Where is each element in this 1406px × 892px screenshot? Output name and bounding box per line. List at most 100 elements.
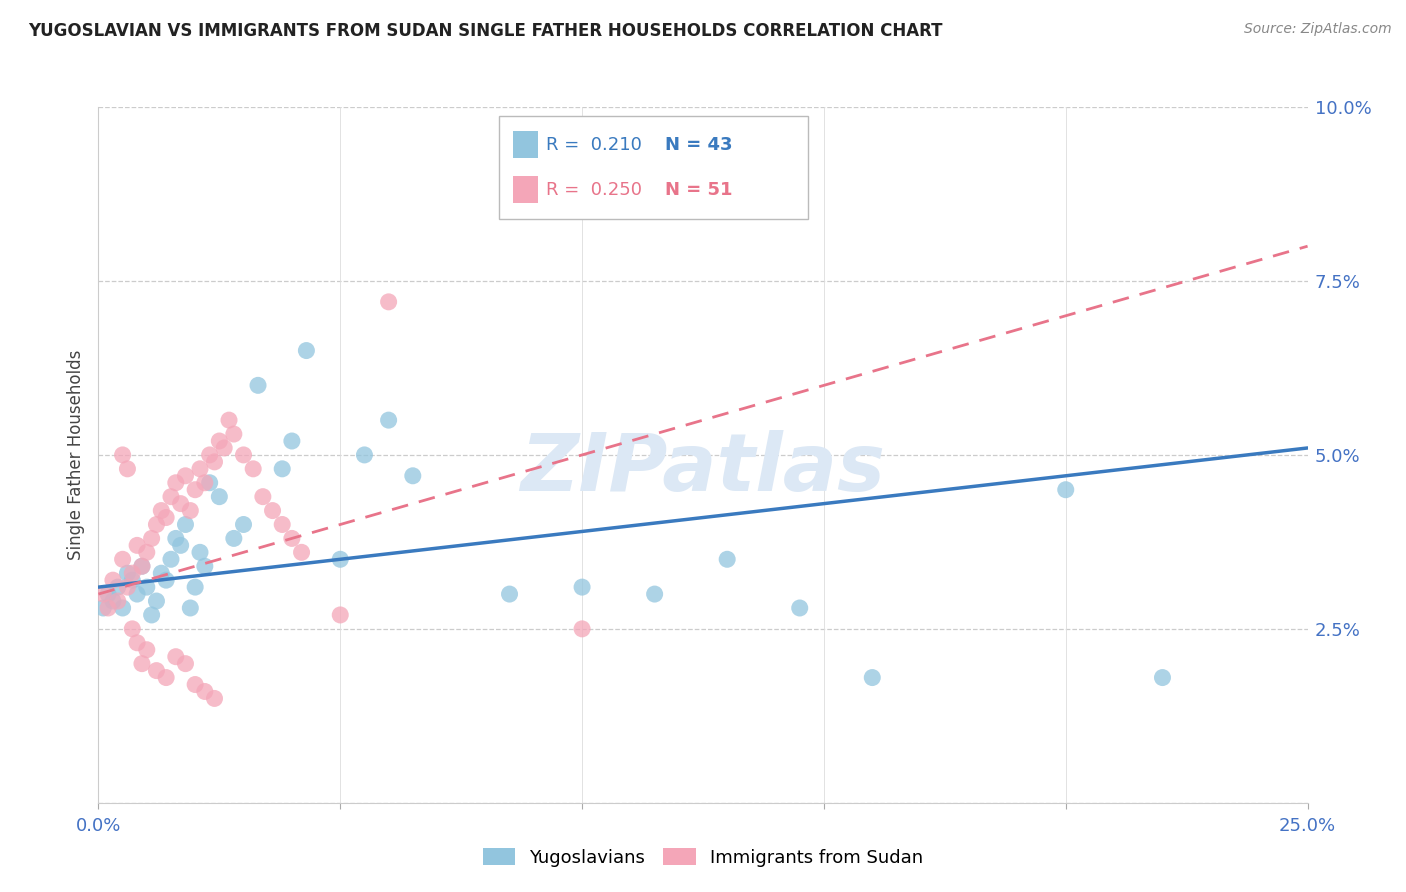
Point [716,552,738,566]
Point [107,580,129,594]
Point [184,580,207,594]
Point [271,517,294,532]
Point [222,427,245,442]
Point [150,566,173,581]
Point [498,587,520,601]
Point [377,294,399,309]
Point [571,622,593,636]
Point [204,455,226,469]
Point [160,490,183,504]
Point [145,517,167,532]
Point [111,601,134,615]
Point [571,580,593,594]
Point [117,580,139,594]
Text: ZIPatlas: ZIPatlas [520,430,886,508]
Text: N = 51: N = 51 [665,181,733,199]
Legend: Yugoslavians, Immigrants from Sudan: Yugoslavians, Immigrants from Sudan [475,840,931,874]
Point [271,462,294,476]
Point [150,503,173,517]
Point [127,636,149,650]
Point [208,490,231,504]
Point [644,587,666,601]
Text: N = 43: N = 43 [665,136,733,153]
Point [121,566,143,581]
Point [160,552,183,566]
Point [127,538,149,552]
Point [232,448,254,462]
Point [194,684,217,698]
Point [204,691,226,706]
Point [329,607,352,622]
Point [111,448,134,462]
Point [789,601,811,615]
Point [194,559,217,574]
Text: Source: ZipAtlas.com: Source: ZipAtlas.com [1244,22,1392,37]
Point [145,664,167,678]
Point [188,462,211,476]
Point [131,559,153,574]
Point [117,462,139,476]
Point [860,671,883,685]
Point [165,532,187,546]
Point [247,378,270,392]
Text: R =  0.210: R = 0.210 [546,136,641,153]
Point [131,559,153,574]
Point [1054,483,1077,497]
Point [155,671,177,685]
Point [232,517,254,532]
Point [111,552,134,566]
Point [91,587,114,601]
Point [353,448,375,462]
Point [1152,671,1174,685]
Point [141,532,163,546]
Point [208,434,231,448]
Point [101,594,124,608]
Point [402,468,425,483]
Point [212,441,235,455]
Point [281,434,304,448]
Point [194,475,217,490]
Point [131,657,153,671]
Point [135,545,157,559]
Point [218,413,240,427]
Point [252,490,274,504]
Point [222,532,245,546]
Point [91,601,114,615]
Point [155,573,177,587]
Text: YUGOSLAVIAN VS IMMIGRANTS FROM SUDAN SINGLE FATHER HOUSEHOLDS CORRELATION CHART: YUGOSLAVIAN VS IMMIGRANTS FROM SUDAN SIN… [28,22,942,40]
Point [179,503,201,517]
Point [377,413,399,427]
Text: R =  0.250: R = 0.250 [546,181,641,199]
Point [174,468,197,483]
Point [174,517,197,532]
Point [141,607,163,622]
Point [281,532,304,546]
Point [523,204,546,219]
Point [329,552,352,566]
Point [121,573,143,587]
Point [179,601,201,615]
Point [198,448,221,462]
Point [169,538,191,552]
Point [121,622,143,636]
Point [242,462,264,476]
Point [169,497,191,511]
Point [165,475,187,490]
Point [174,657,197,671]
Point [145,594,167,608]
Point [290,545,312,559]
Point [184,483,207,497]
Point [155,510,177,524]
Point [165,649,187,664]
Point [135,642,157,657]
Point [117,566,139,581]
Point [101,573,124,587]
Point [188,545,211,559]
Point [295,343,318,358]
Point [262,503,284,517]
Point [184,677,207,691]
Point [127,587,149,601]
Point [198,475,221,490]
Y-axis label: Single Father Households: Single Father Households [67,350,86,560]
Point [97,601,120,615]
